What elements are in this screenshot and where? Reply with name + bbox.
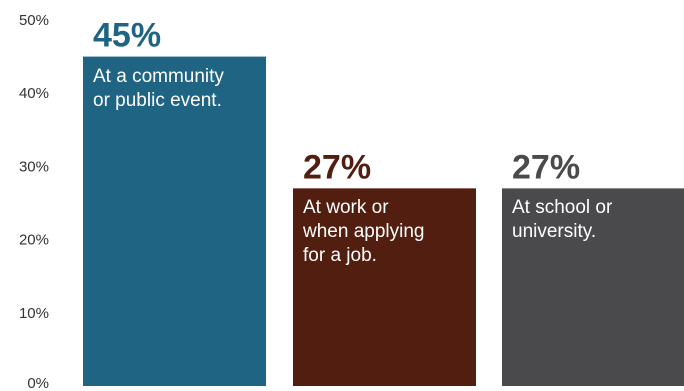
bar-category-label: At work or when applying for a job. — [303, 197, 425, 267]
y-tick-label: 0% — [27, 375, 49, 391]
bar-category-label: At school or university. — [512, 197, 613, 243]
bar — [502, 188, 684, 386]
y-tick-label: 30% — [19, 158, 49, 175]
y-tick-label: 10% — [19, 305, 49, 322]
bar — [293, 188, 476, 386]
bar-category-label: At a community or public event. — [93, 65, 224, 111]
y-tick-label: 20% — [19, 232, 49, 249]
y-tick-label: 40% — [19, 85, 49, 102]
bar-value-label: 27% — [303, 148, 371, 186]
bar-value-label: 45% — [93, 17, 161, 55]
y-tick-label: 50% — [19, 12, 49, 29]
bar — [83, 56, 266, 386]
bar-value-label: 27% — [512, 148, 580, 186]
